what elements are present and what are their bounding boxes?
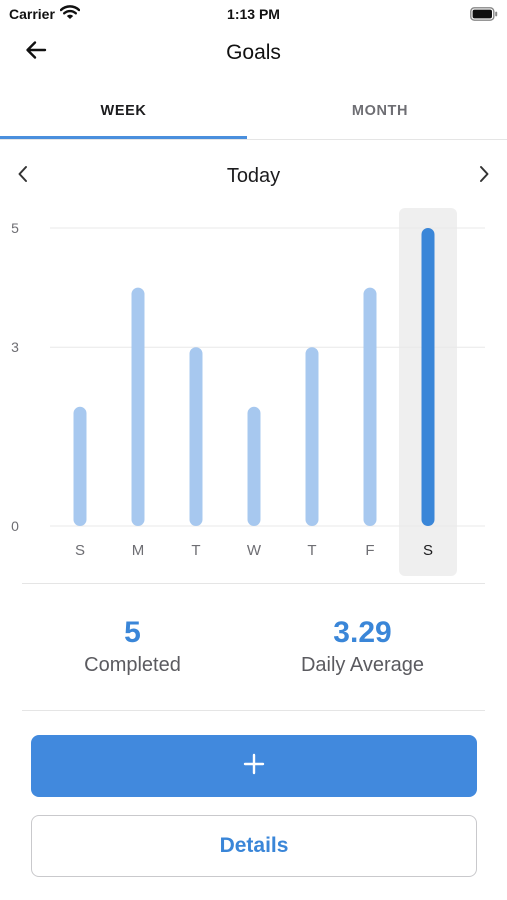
clock: 1:13 PM (227, 6, 280, 22)
tab-week[interactable]: WEEK (100, 103, 147, 119)
battery-icon (470, 7, 498, 26)
back-button[interactable] (22, 38, 50, 66)
date-navigator: Today (0, 150, 507, 202)
bar-4 (305, 347, 319, 526)
y-tick-label: 5 (11, 220, 19, 236)
details-button[interactable]: Details (31, 815, 477, 877)
weekly-goals-chart: 5 3 0 S M T W T F S (0, 205, 507, 585)
status-bar: Carrier 1:13 PM (0, 0, 507, 28)
x-tick-label: S (75, 542, 85, 559)
wifi-icon (59, 5, 81, 25)
tab-indicator (0, 136, 247, 139)
completed-value: 5 (124, 616, 141, 649)
x-tick-label: T (191, 542, 200, 559)
divider (22, 710, 485, 711)
bar-6 (421, 228, 435, 526)
arrow-left-icon (24, 38, 48, 67)
page-title: Goals (226, 41, 281, 64)
y-tick-label: 0 (11, 518, 19, 534)
carrier-label: Carrier (9, 6, 55, 22)
date-label: Today (226, 165, 281, 187)
add-goal-button[interactable] (31, 735, 477, 797)
completed-stat: 5 Completed (6, 616, 259, 677)
daily-average-stat: 3.29 Daily Average (236, 616, 489, 677)
daily-average-label: Daily Average (300, 654, 425, 676)
tab-month[interactable]: MONTH (351, 103, 409, 119)
stats-panel: 5 Completed 3.29 Daily Average (0, 600, 507, 700)
x-tick-label: M (132, 542, 145, 559)
tab-bar: WEEK MONTH (0, 84, 507, 140)
x-tick-label: T (307, 542, 316, 559)
chevron-left-icon (15, 164, 31, 189)
chart-svg: 5 3 0 S M T W T F S (11, 208, 485, 576)
x-tick-label: S (423, 542, 433, 559)
next-period-button[interactable] (470, 162, 498, 190)
divider (22, 583, 485, 584)
y-tick-label: 3 (11, 339, 19, 355)
completed-label: Completed (84, 654, 181, 676)
previous-period-button[interactable] (9, 162, 37, 190)
bar-0 (73, 406, 87, 526)
bar-1 (131, 287, 145, 526)
bar-3 (247, 406, 261, 526)
x-tick-label: F (365, 542, 374, 559)
plus-icon (242, 752, 266, 781)
bar-2 (189, 347, 203, 526)
navigation-bar: Goals (0, 28, 507, 76)
bar-5 (363, 287, 377, 526)
chevron-right-icon (476, 164, 492, 189)
daily-average-value: 3.29 (333, 616, 392, 649)
x-tick-label: W (247, 542, 262, 559)
